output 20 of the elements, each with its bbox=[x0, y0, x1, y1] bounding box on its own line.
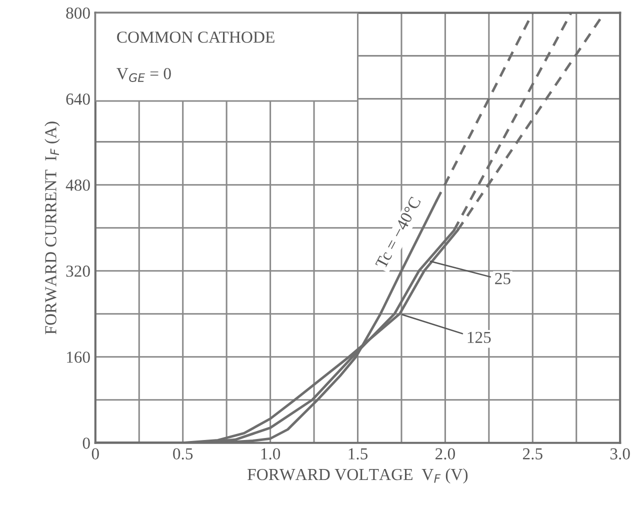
annotation: 25 bbox=[495, 273, 510, 284]
x-tick-label: 0 bbox=[92, 448, 99, 460]
y-tick-label: 0 bbox=[82, 438, 90, 449]
annotation: Tc = −40°C bbox=[375, 196, 422, 270]
y-tick-label: 320 bbox=[66, 266, 90, 277]
annotation: 125 bbox=[468, 332, 491, 344]
x-tick-label: 1.0 bbox=[261, 448, 280, 460]
x-tick-label: 3.0 bbox=[610, 448, 630, 460]
x-tick-label: 1.5 bbox=[348, 448, 368, 460]
x-axis-title: FORWARD VOLTAGE V$_{F}$ (V) bbox=[248, 468, 468, 484]
y-tick-label: 800 bbox=[66, 8, 90, 19]
y-tick-label: 480 bbox=[66, 180, 90, 191]
annotation: COMMON CATHODE bbox=[117, 32, 274, 43]
x-tick-label: 2.0 bbox=[436, 448, 455, 460]
x-tick-label: 2.5 bbox=[522, 448, 542, 460]
y-tick-label: 160 bbox=[67, 352, 90, 363]
y-axis-title: FORWARD CURRENT I$_{F}$ (A) bbox=[44, 122, 60, 334]
x-tick-label: 0.5 bbox=[173, 448, 193, 460]
annotation: V$_{GE}$ = 0 bbox=[116, 68, 171, 82]
y-tick-label: 640 bbox=[66, 94, 90, 105]
